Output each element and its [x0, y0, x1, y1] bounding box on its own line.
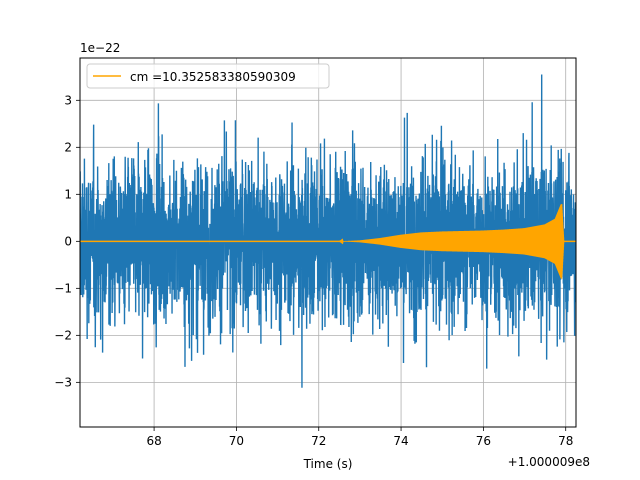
y-axis-scale-label: 1e−22: [80, 41, 120, 55]
y-tick-label: 1: [64, 187, 72, 201]
y-tick-label: 3: [64, 93, 72, 107]
legend-label-template: cm =10.352583380590309: [130, 70, 296, 84]
y-tick-label: −2: [54, 328, 72, 342]
series-template-line: [80, 204, 576, 279]
x-tick-label: 72: [311, 434, 326, 448]
plot-area: [80, 74, 576, 388]
legend-box: [86, 63, 330, 89]
y-tick-label: −3: [54, 375, 72, 389]
x-axis-label: Time (s): [303, 457, 353, 471]
legend: cm =10.352583380590309: [86, 63, 330, 89]
x-tick-label: 74: [393, 434, 408, 448]
y-tick-label: −1: [54, 281, 72, 295]
x-tick-label: 78: [558, 434, 573, 448]
x-tick-label: 68: [146, 434, 161, 448]
y-tick-label: 0: [64, 234, 72, 248]
y-tick-label: 2: [64, 140, 72, 154]
x-tick-label: 70: [229, 434, 244, 448]
x-tick-label: 76: [476, 434, 491, 448]
axes-frame: [79, 57, 577, 428]
x-axis-offset-label: +1.000009e8: [508, 455, 590, 469]
axis-ticks: 68 70 72 74 76 78 −3 −2 −1 0 1 2 3: [54, 93, 573, 448]
